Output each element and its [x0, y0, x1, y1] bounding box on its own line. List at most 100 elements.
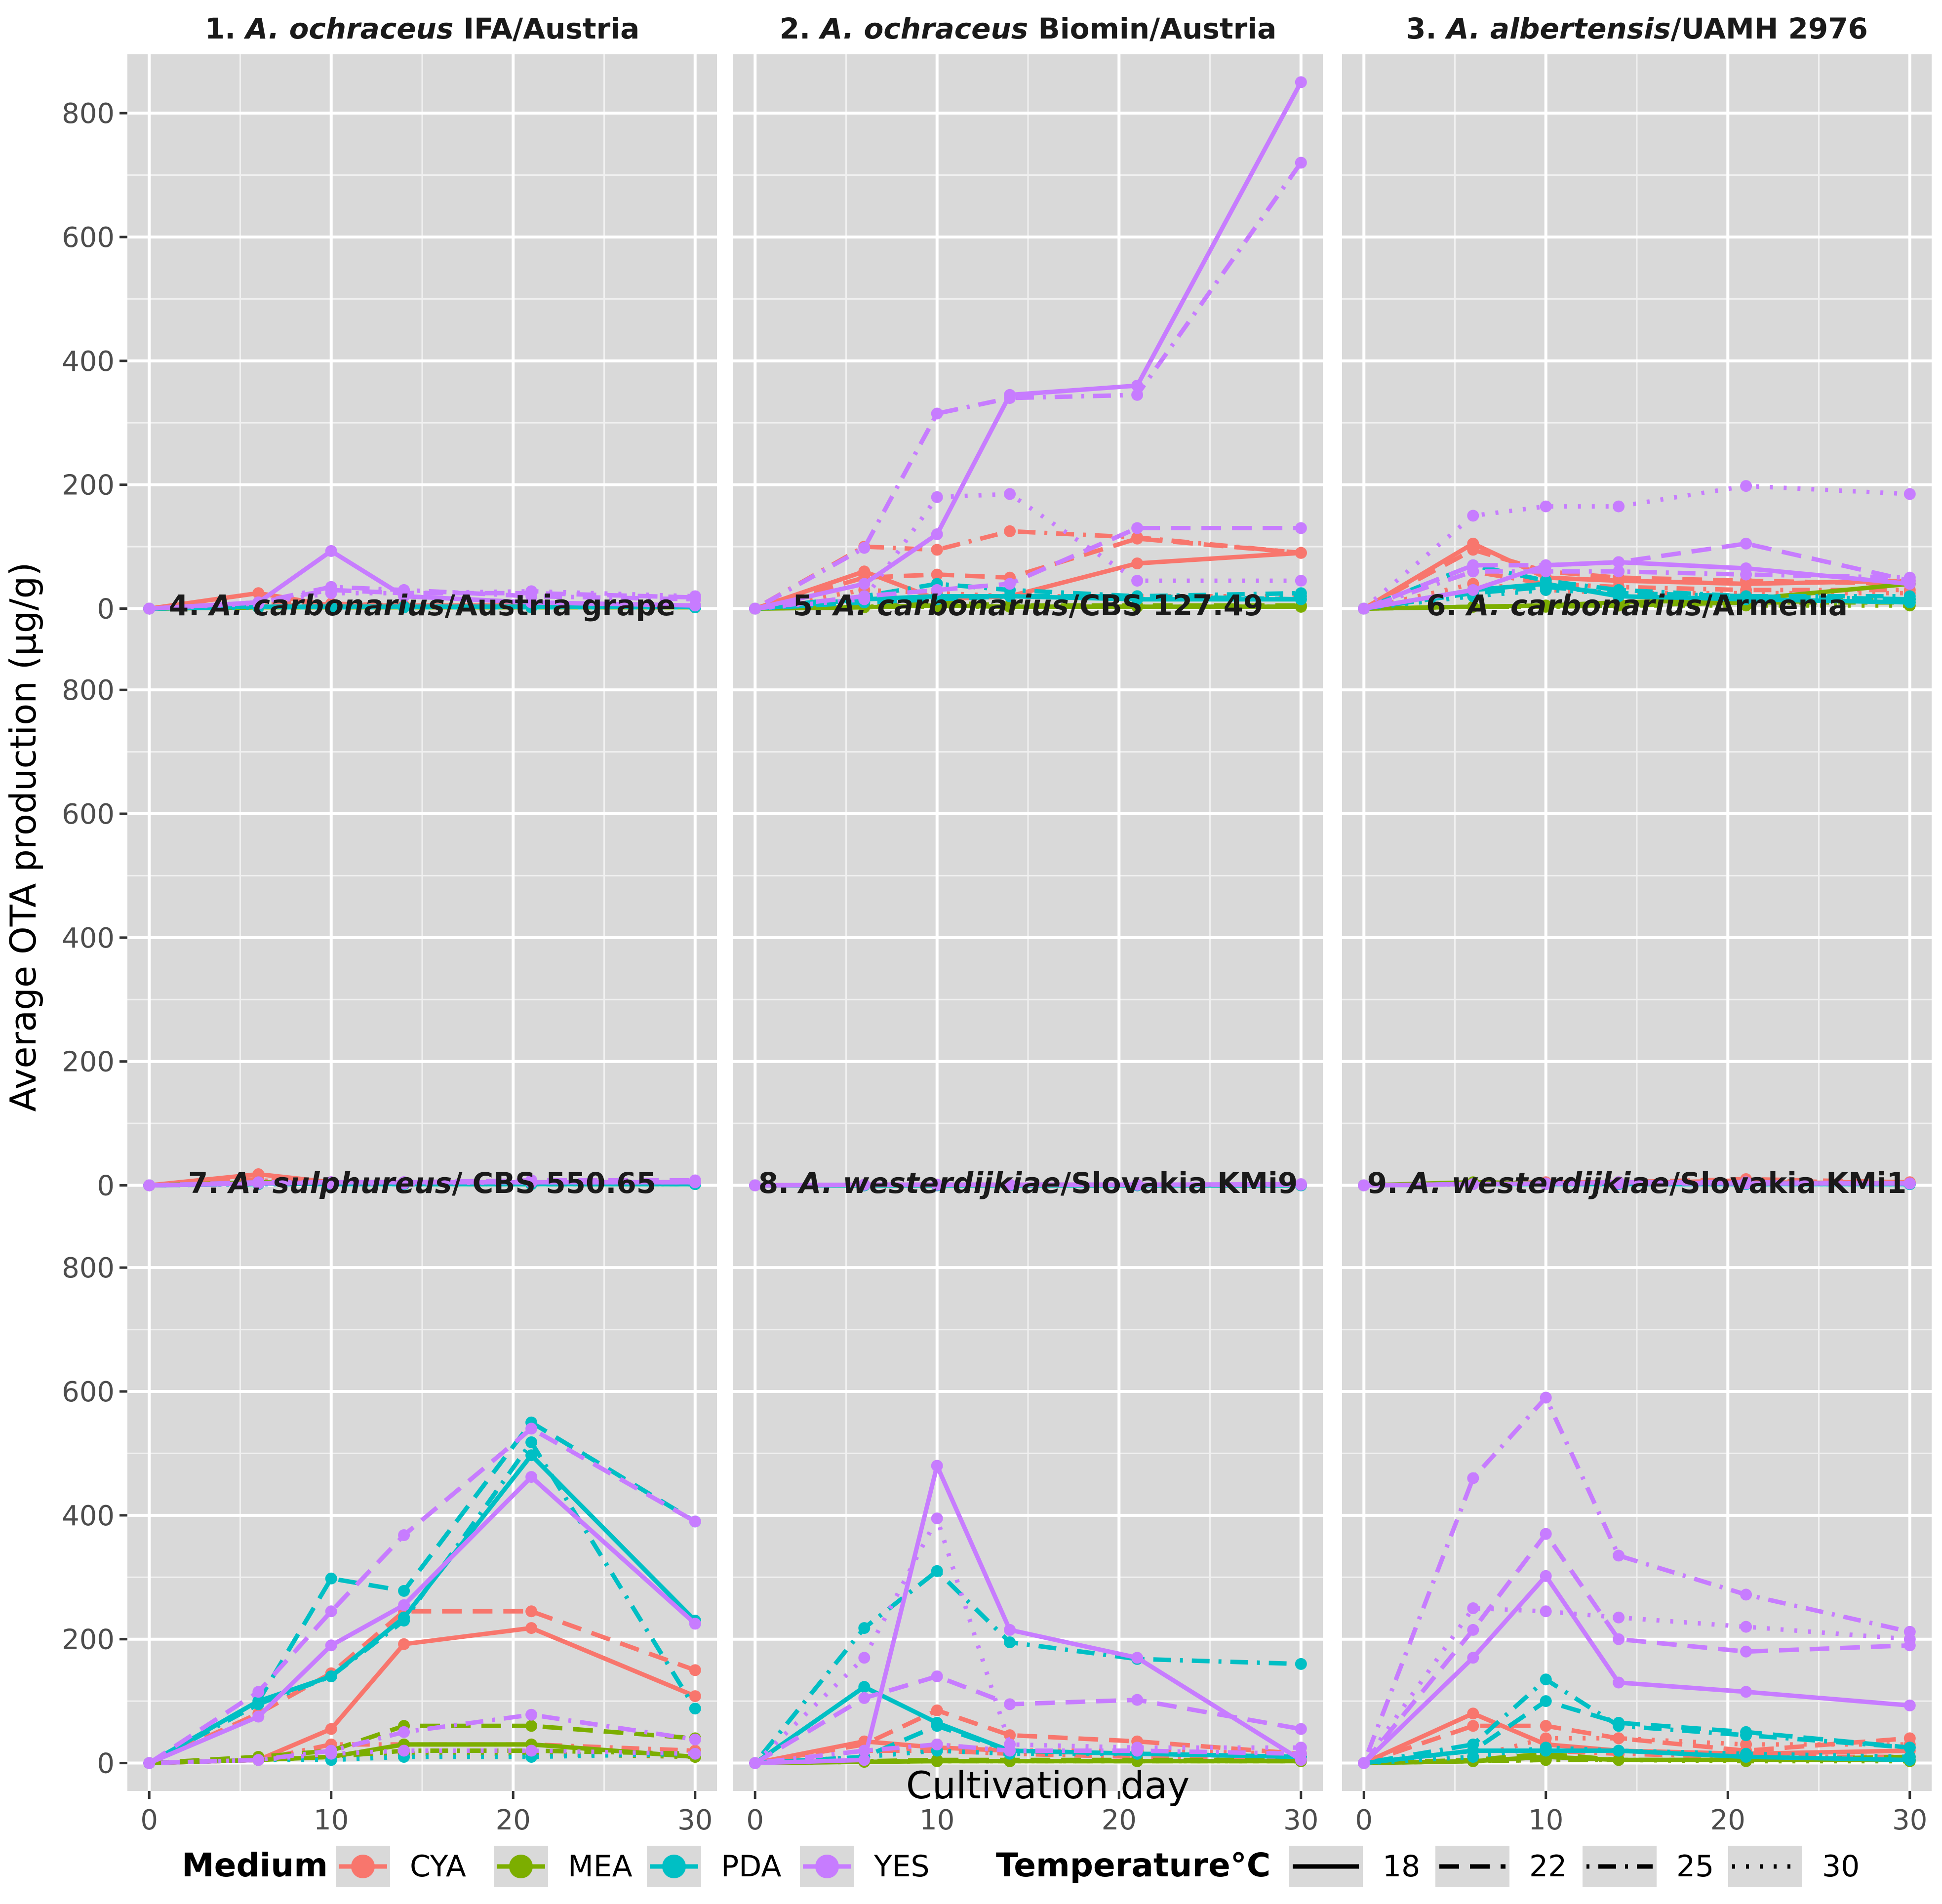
- data-point: [252, 1686, 265, 1698]
- data-point: [1467, 1178, 1479, 1190]
- data-point: [1295, 76, 1307, 88]
- data-point: [689, 1703, 701, 1715]
- panel-title-number: 4.: [169, 589, 210, 622]
- panel-title-species: A. carbonarius: [832, 589, 1069, 622]
- panel-7: 7. A. sulphureus/ CBS 550.65020040060080…: [62, 1166, 717, 1836]
- data-point: [1613, 500, 1625, 513]
- data-point: [1131, 1694, 1144, 1706]
- panel-title-species: A. carbonarius: [1465, 589, 1702, 622]
- data-point: [1540, 1732, 1552, 1745]
- series-line-yes-18: [754, 81, 1303, 611]
- panel-data: [749, 1460, 1307, 1769]
- legend-key-mea: MEA: [494, 1846, 633, 1887]
- panel-data: [1358, 1173, 1916, 1191]
- series-line-yes-25: [1361, 1395, 1910, 1764]
- data-point: [1467, 565, 1479, 578]
- data-point: [1131, 1179, 1144, 1191]
- series-line-yes-30: [753, 1516, 1301, 1765]
- series-line-cya-22: [1363, 547, 1910, 611]
- x-tick-label: 30: [1283, 1804, 1318, 1836]
- data-point: [858, 1754, 871, 1766]
- series-line-pda-25: [1363, 1677, 1910, 1766]
- panel-title-species: A. sulphureus: [227, 1166, 452, 1200]
- y-tick-label: 800: [62, 1252, 115, 1284]
- data-point: [1613, 1676, 1625, 1689]
- data-point: [252, 1754, 265, 1766]
- panel-3: 3. A. albertensis/UAMH 2976: [1342, 12, 1932, 636]
- series-line-cya-22: [754, 536, 1302, 611]
- series-line-cya-22: [148, 1609, 696, 1765]
- data-point: [398, 1615, 410, 1627]
- series-line-yes-22: [148, 1426, 697, 1765]
- data-point: [1295, 157, 1307, 169]
- series-line-pda-25: [753, 1569, 1301, 1765]
- data-point: [1740, 1621, 1752, 1633]
- panel-title: 8. A. westerdijkiae/Slovakia KMi9: [758, 1166, 1298, 1200]
- data-point: [325, 1723, 337, 1735]
- data-point: [1467, 1602, 1479, 1614]
- data-point: [325, 1605, 337, 1618]
- legend-key-yes: YES: [800, 1846, 930, 1887]
- data-point: [1740, 590, 1752, 602]
- data-point: [1131, 522, 1144, 534]
- data-point: [252, 597, 265, 610]
- data-point: [398, 1599, 410, 1611]
- data-point: [1540, 1391, 1552, 1404]
- data-point: [1467, 544, 1479, 556]
- data-point: [143, 602, 156, 615]
- data-point: [1540, 500, 1552, 513]
- data-point: [1540, 565, 1552, 578]
- data-point: [858, 1692, 871, 1704]
- data-point: [1740, 1588, 1752, 1601]
- series-line-pda-22: [1363, 1699, 1910, 1766]
- series-line-yes-25: [754, 161, 1303, 611]
- panel-title-strain: IFA/Austria: [453, 12, 639, 45]
- legend-label: 18: [1383, 1849, 1420, 1884]
- data-point: [143, 1757, 156, 1769]
- data-point: [931, 1179, 943, 1191]
- panel-title-strain: /Slovakia KMi1: [1669, 1166, 1906, 1200]
- legend-temperature-title: Temperature°C: [996, 1846, 1270, 1884]
- series-line-mea-25: [1364, 1757, 1910, 1766]
- data-point: [1540, 600, 1552, 613]
- legend-medium-title: Medium: [182, 1846, 328, 1884]
- panel-title-number: 3.: [1406, 12, 1447, 45]
- data-point: [1613, 1611, 1625, 1624]
- legend-key-background: [1728, 1846, 1802, 1887]
- data-point: [525, 1708, 538, 1721]
- x-tick-label: 20: [1710, 1804, 1745, 1836]
- panel-title-number: 2.: [780, 12, 821, 45]
- data-point: [252, 587, 265, 599]
- data-point: [1613, 1177, 1625, 1190]
- data-point: [1467, 600, 1479, 613]
- panel-data: [143, 545, 701, 615]
- series-line-pda-22: [754, 1723, 1301, 1766]
- data-point: [1131, 593, 1144, 605]
- data-point: [931, 544, 943, 556]
- data-point: [525, 1436, 538, 1448]
- data-point: [931, 1755, 943, 1767]
- data-point: [858, 1681, 871, 1693]
- data-point: [749, 1179, 761, 1191]
- legend-key-point: [351, 1855, 375, 1878]
- panel-data: [143, 1416, 701, 1769]
- data-point: [1467, 1472, 1479, 1484]
- data-point: [1467, 1751, 1479, 1763]
- panel-data: [749, 1178, 1307, 1191]
- data-point: [1295, 590, 1307, 602]
- data-point: [689, 1515, 701, 1528]
- panel-title-strain: / CBS 550.65: [452, 1166, 656, 1200]
- data-point: [1004, 1698, 1016, 1710]
- data-point: [1540, 1528, 1552, 1540]
- data-point: [1467, 1738, 1479, 1750]
- panel-title: 7. A. sulphureus/ CBS 550.65: [188, 1166, 656, 1200]
- x-tick-label: 10: [1528, 1804, 1563, 1836]
- data-point: [858, 542, 871, 554]
- series-line-yes-25: [149, 585, 695, 611]
- panel-title-species: A. ochraceus: [243, 12, 453, 45]
- series-line-pda-22: [1363, 585, 1910, 611]
- data-point: [1004, 392, 1016, 404]
- y-tick-label: 800: [62, 98, 115, 130]
- data-point: [1467, 1652, 1479, 1664]
